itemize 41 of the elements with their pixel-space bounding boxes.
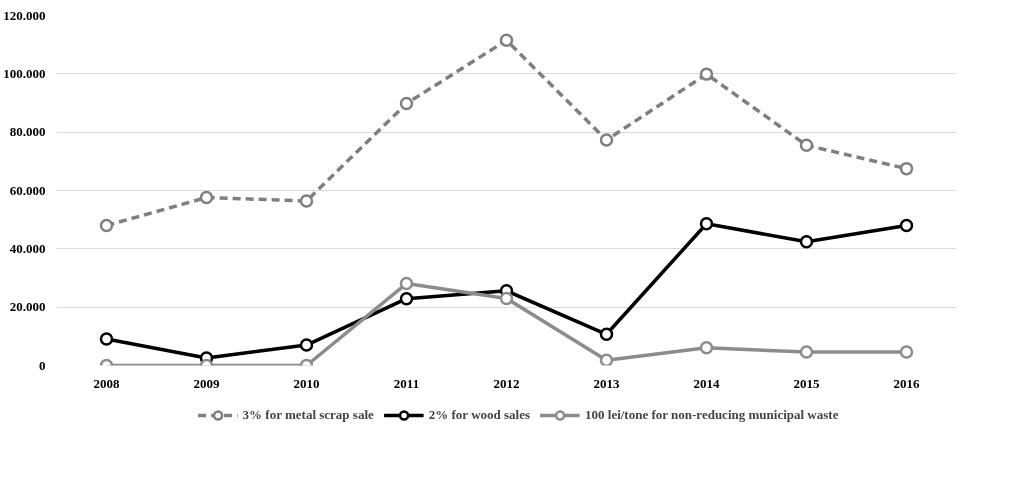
point xyxy=(499,33,514,48)
point xyxy=(699,340,714,355)
y-tick-label: 100.000 xyxy=(3,65,46,81)
y-tick-label: 60.000 xyxy=(9,182,46,198)
point xyxy=(899,218,914,233)
y-tick-label: 40.000 xyxy=(9,240,46,256)
x-tick-label: 2010 xyxy=(293,375,320,391)
legend-label: 100 lei/tone for non-reducing municipal waste xyxy=(585,407,839,423)
x-tick-label: 2008 xyxy=(93,375,120,391)
x-tick-label: 2012 xyxy=(493,375,520,391)
point xyxy=(699,217,714,231)
x-tick-label: 2015 xyxy=(793,375,820,391)
x-tick-label: 2014 xyxy=(693,375,720,391)
point xyxy=(299,194,314,208)
point xyxy=(399,96,414,111)
point xyxy=(799,345,814,359)
point xyxy=(699,67,714,81)
x-tick-label: 2009 xyxy=(193,375,220,391)
point xyxy=(399,291,414,306)
point xyxy=(99,332,114,346)
legend-label: 3% for metal scrap sale xyxy=(242,407,374,423)
point xyxy=(299,338,314,352)
point xyxy=(99,218,114,233)
point xyxy=(499,291,514,306)
point xyxy=(799,235,814,249)
x-tick-label: 2016 xyxy=(893,375,920,391)
point xyxy=(799,138,814,153)
legend-label: 2% for wood sales xyxy=(428,407,531,423)
x-tick-label: 2011 xyxy=(393,375,420,391)
y-tick-label: 20.000 xyxy=(9,299,46,315)
point xyxy=(599,353,614,366)
point xyxy=(199,190,214,205)
point xyxy=(899,345,914,359)
y-tick-label: 80.000 xyxy=(9,124,46,140)
point xyxy=(399,276,414,291)
y-tick-label: 0 xyxy=(39,357,46,373)
y-tick-label: 120.000 xyxy=(3,7,46,23)
point xyxy=(599,133,614,147)
point xyxy=(899,161,914,176)
x-tick-label: 2013 xyxy=(593,375,620,391)
point xyxy=(599,327,614,342)
